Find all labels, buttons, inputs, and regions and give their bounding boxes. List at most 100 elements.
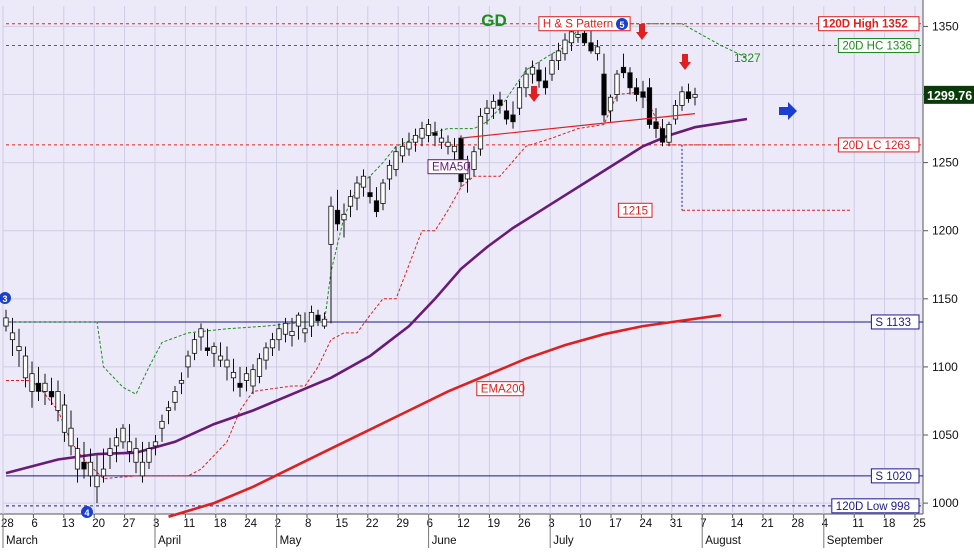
date-tick-label: 28 bbox=[791, 518, 804, 530]
candle-body bbox=[594, 46, 601, 55]
moving-average-lines bbox=[5, 117, 748, 518]
neckline-group bbox=[460, 113, 851, 211]
candle-body bbox=[120, 427, 126, 443]
candle-body bbox=[334, 209, 341, 225]
candle-body bbox=[399, 145, 406, 157]
date-tick-label: 26 bbox=[518, 518, 531, 530]
price-tick-label: 1350 bbox=[932, 19, 959, 33]
candle-body bbox=[87, 461, 94, 477]
candle-body bbox=[510, 114, 516, 123]
annotation-label: EMA50 bbox=[432, 162, 470, 174]
candle-body bbox=[581, 32, 588, 44]
date-tick-label: 6 bbox=[31, 518, 37, 530]
candle-body bbox=[243, 373, 250, 381]
candle-body bbox=[74, 448, 81, 470]
annotation-box bbox=[538, 16, 631, 32]
date-tick-label: 6 bbox=[427, 518, 433, 530]
candle-body bbox=[386, 164, 393, 180]
candle-body bbox=[211, 346, 217, 354]
wave-5-marker bbox=[616, 18, 628, 30]
date-axis: 28 6 13 20 27 3 11 18 24 2 8 15 22 29 6 12 19 26 3 10 17 24 31… bbox=[1, 514, 926, 548]
level-label: 20D HC 1336 bbox=[842, 40, 912, 52]
candle-body bbox=[659, 128, 666, 143]
candle-body bbox=[55, 391, 61, 411]
month-label: June bbox=[432, 535, 457, 547]
candle-body bbox=[22, 355, 29, 379]
candle-body bbox=[646, 87, 653, 125]
candle-body bbox=[289, 331, 295, 336]
date-tick-label: 22 bbox=[366, 518, 379, 530]
date-tick-label: 31 bbox=[670, 518, 683, 530]
wave-3-label: 3 bbox=[2, 294, 7, 304]
candle-body bbox=[341, 213, 347, 221]
candle-body bbox=[165, 407, 172, 411]
candle-body bbox=[68, 427, 74, 447]
ema50-line bbox=[5, 117, 748, 475]
level-label-box bbox=[818, 16, 920, 32]
candle-body bbox=[139, 461, 146, 477]
date-tick-label: 7 bbox=[700, 518, 706, 530]
candle-body bbox=[250, 369, 256, 387]
candle-body bbox=[620, 66, 627, 74]
date-tick-label: 28 bbox=[1, 518, 14, 530]
candle-body bbox=[601, 73, 607, 116]
candle-body bbox=[159, 420, 165, 429]
date-tick-label: 27 bbox=[123, 518, 136, 530]
last-price-label: 1299.76 bbox=[927, 89, 972, 103]
candle-body bbox=[562, 39, 568, 55]
wave-4-label: 4 bbox=[84, 508, 89, 518]
annotation-label: H & S Pattern bbox=[543, 19, 613, 31]
annotations: 120D High 1352 20D HC 1336 20D LC 1263 S 11… bbox=[427, 16, 920, 514]
price-tick-label: 1050 bbox=[932, 428, 959, 442]
candle-body bbox=[555, 50, 562, 61]
candle-body bbox=[35, 382, 42, 392]
candle-body bbox=[48, 391, 55, 398]
candle-body bbox=[516, 87, 523, 109]
candle-body bbox=[406, 141, 412, 150]
candle-body bbox=[113, 437, 120, 447]
price-tick-label: 1000 bbox=[932, 496, 959, 510]
candle-body bbox=[42, 382, 48, 392]
candle-body bbox=[393, 151, 399, 170]
candle-body bbox=[133, 448, 139, 463]
date-tick-label: 21 bbox=[761, 518, 774, 530]
candle-body bbox=[477, 115, 484, 150]
level-label-box bbox=[837, 137, 920, 153]
price-axis-background bbox=[923, 0, 974, 549]
candle-body bbox=[126, 441, 133, 452]
candle-body bbox=[471, 151, 477, 170]
candle-body bbox=[438, 137, 445, 143]
candle-body bbox=[94, 475, 100, 488]
candle-body bbox=[321, 318, 328, 327]
candle-body bbox=[627, 72, 633, 89]
candle-body bbox=[451, 145, 458, 153]
candle-body bbox=[172, 391, 178, 403]
date-tick-label: 25 bbox=[913, 518, 926, 530]
candle-body bbox=[9, 332, 16, 341]
month-label: September bbox=[827, 535, 883, 547]
candle-body bbox=[315, 314, 321, 322]
candle-body bbox=[302, 328, 308, 334]
price-candles bbox=[3, 23, 698, 504]
candle-body bbox=[295, 314, 302, 327]
date-tick-label: 15 bbox=[335, 518, 348, 530]
plot-background bbox=[0, 0, 923, 514]
level-lines bbox=[6, 23, 923, 507]
candle-body bbox=[152, 441, 159, 447]
candle-body bbox=[542, 80, 549, 89]
annotation-box bbox=[476, 381, 524, 397]
candle-body bbox=[204, 347, 211, 351]
candle-body bbox=[497, 99, 503, 106]
candle-body bbox=[588, 42, 594, 52]
lower-channel-line bbox=[6, 91, 734, 480]
candle-body bbox=[360, 175, 367, 188]
price-tick-label: 1100 bbox=[932, 360, 958, 374]
down-arrow-icon bbox=[528, 86, 540, 102]
date-tick-label: 4 bbox=[822, 518, 829, 530]
level-label-box bbox=[831, 498, 920, 514]
candle-body bbox=[666, 124, 672, 143]
candle-body bbox=[328, 205, 334, 245]
level-label-box bbox=[837, 37, 920, 53]
